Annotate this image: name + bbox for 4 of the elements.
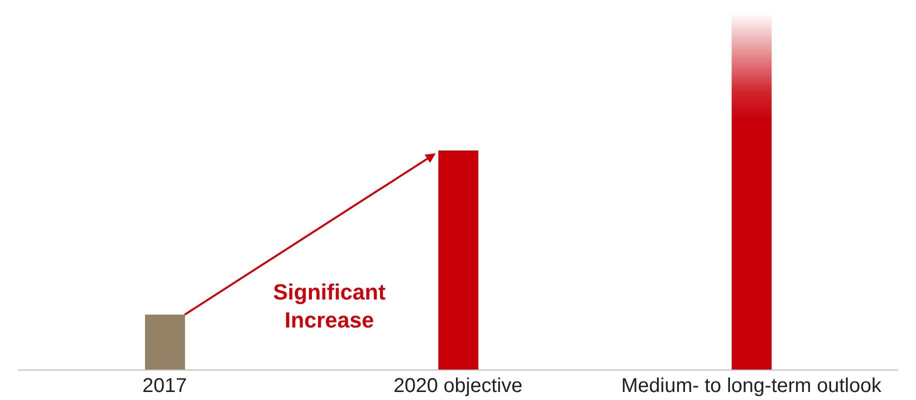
x-tick-label: Medium- to long-term outlook <box>621 375 882 398</box>
x-tick-label: 2017 <box>142 375 187 398</box>
annotation: Significant Increase <box>273 280 386 333</box>
x-tick-label: 2020 objective <box>394 375 522 398</box>
